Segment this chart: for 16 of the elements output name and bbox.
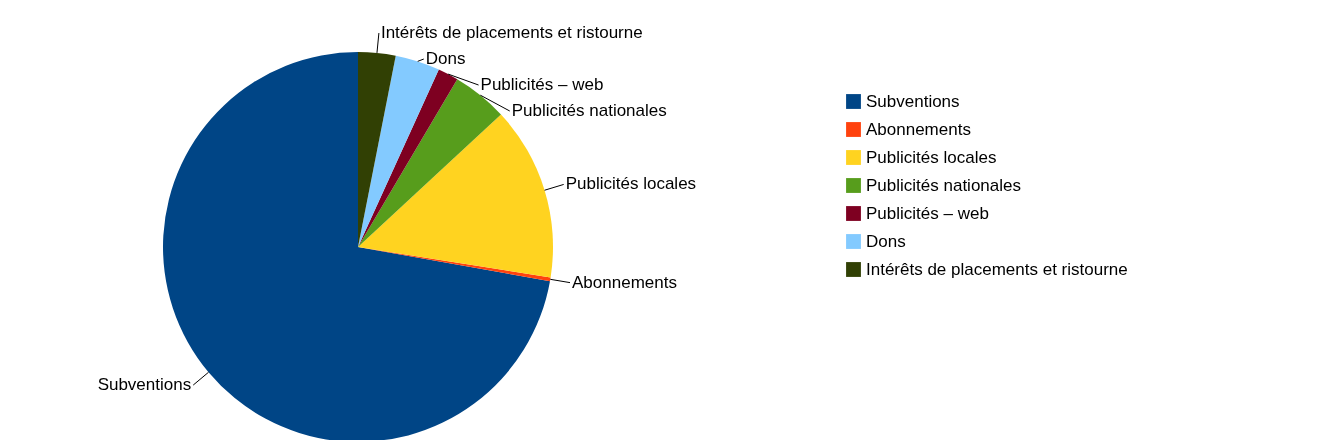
slice-label: Dons xyxy=(425,49,466,69)
slice-label: Publicités – web xyxy=(480,75,604,95)
legend-label: Publicités – web xyxy=(866,203,989,223)
pie-slice xyxy=(358,114,553,278)
legend-label: Subventions xyxy=(866,91,960,111)
slice-label: Publicités locales xyxy=(565,174,697,194)
legend-label: Dons xyxy=(866,231,906,251)
slice-label: Intérêts de placements et ristourne xyxy=(380,23,643,43)
legend-label: Publicités nationales xyxy=(866,175,1021,195)
legend-label: Publicités locales xyxy=(866,147,997,167)
legend-label: Abonnements xyxy=(866,119,971,139)
slice-label: Publicités nationales xyxy=(511,101,667,121)
slice-label: Abonnements xyxy=(572,272,677,292)
legend-label: Intérêts de placements et ristourne xyxy=(866,259,1128,279)
slice-label: Subventions xyxy=(97,375,192,395)
pie-slice xyxy=(358,52,396,247)
